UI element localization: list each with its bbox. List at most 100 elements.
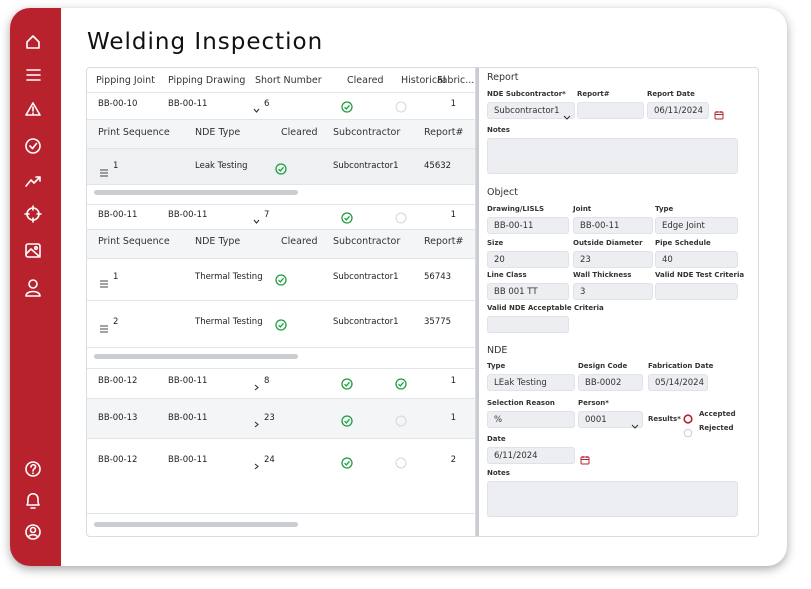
field-label: Size: [487, 239, 504, 247]
radio-button-graphic: [683, 428, 693, 438]
field-label: Fabrication Date: [648, 362, 714, 370]
sub-cleared-status: [275, 271, 287, 286]
input-field[interactable]: BB-0002: [578, 374, 643, 391]
expand-toggle-graphic: [254, 463, 259, 470]
short-number-cell: 8: [264, 376, 270, 386]
input-field[interactable]: LEak Testing: [487, 374, 575, 391]
user-icon[interactable]: [25, 279, 41, 297]
expand-toggle[interactable]: [253, 377, 261, 391]
field-label: Notes: [487, 126, 510, 134]
input-field[interactable]: 05/14/2024: [648, 374, 708, 391]
column-header: Pipping Drawing: [168, 75, 246, 86]
warning-icon[interactable]: [25, 102, 41, 116]
scrollbar[interactable]: [94, 522, 298, 527]
expand-toggle[interactable]: [253, 211, 261, 224]
select-arrow[interactable]: [563, 107, 571, 120]
input-field[interactable]: [655, 283, 738, 300]
bell-icon[interactable]: [26, 492, 40, 509]
input-field[interactable]: [487, 481, 738, 517]
column-header: Fabric...: [437, 75, 475, 86]
field-label: Report#: [577, 90, 610, 98]
cleared-status-graphic: [341, 378, 353, 390]
input-field[interactable]: BB-00-11: [573, 217, 653, 234]
sub-column-header: Cleared: [281, 236, 318, 247]
expand-toggle[interactable]: [253, 414, 261, 428]
joint-cell: BB-00-12: [98, 376, 138, 386]
field-label: Line Class: [487, 271, 527, 279]
input-field[interactable]: 06/11/2024: [647, 102, 709, 119]
field-label: Outside Diameter: [573, 239, 643, 247]
row-background: [87, 120, 475, 148]
menu-icon[interactable]: [26, 69, 41, 81]
report-cell: 35775: [424, 317, 452, 327]
input-value: 6/11/2024: [494, 451, 538, 461]
select-arrow-graphic: [631, 424, 639, 429]
trend-icon[interactable]: [25, 176, 41, 187]
radio-button[interactable]: [683, 423, 693, 438]
input-field[interactable]: 0001: [578, 411, 643, 428]
input-field[interactable]: BB-00-11: [487, 217, 569, 234]
input-field[interactable]: Subcontractor1: [487, 102, 575, 119]
row-divider: [87, 347, 475, 348]
field-label: Notes: [487, 469, 510, 477]
scrollbar[interactable]: [94, 354, 298, 359]
sub-column-header: Print Sequence: [98, 236, 170, 247]
calendar-icon[interactable]: [714, 105, 724, 120]
sub-cleared-status: [275, 160, 287, 175]
expand-toggle[interactable]: [253, 100, 261, 113]
input-field[interactable]: [487, 138, 738, 174]
drag-handle[interactable]: [100, 162, 108, 177]
nde-type-cell: Leak Testing: [195, 161, 248, 171]
input-field[interactable]: 6/11/2024: [487, 447, 575, 464]
input-field[interactable]: 40: [655, 251, 738, 268]
help-icon[interactable]: [25, 461, 41, 477]
historical-status-graphic: [395, 101, 407, 113]
scrollbar[interactable]: [94, 190, 298, 195]
section-title: Object: [487, 187, 518, 198]
row-background: [87, 230, 475, 258]
radio-button[interactable]: [683, 409, 693, 424]
input-field[interactable]: 3: [573, 283, 653, 300]
field-label: Drawing/LISLS: [487, 205, 545, 213]
column-header: Cleared: [347, 75, 384, 86]
field-label: Date: [487, 435, 506, 443]
check-icon[interactable]: [25, 138, 41, 154]
input-field[interactable]: 23: [573, 251, 653, 268]
historical-status-graphic: [395, 212, 407, 224]
radio-label: Accepted: [699, 410, 736, 418]
target-icon[interactable]: [24, 205, 42, 223]
expand-toggle[interactable]: [253, 456, 261, 470]
row-divider: [87, 398, 475, 399]
fabrication-cell: 1: [450, 210, 456, 220]
row-divider: [87, 300, 475, 301]
field-label: Report Date: [647, 90, 695, 98]
column-header: Short Number: [255, 75, 322, 86]
field-label: Design Code: [578, 362, 628, 370]
calendar-icon-graphic: [714, 111, 724, 120]
input-value: 05/14/2024: [655, 378, 704, 388]
select-arrow[interactable]: [631, 416, 639, 429]
drag-handle[interactable]: [100, 273, 108, 288]
image-icon[interactable]: [25, 243, 41, 258]
input-field[interactable]: [487, 316, 569, 333]
field-label: Type: [487, 362, 506, 370]
calendar-icon[interactable]: [580, 450, 590, 465]
drag-handle[interactable]: [100, 318, 108, 333]
nde-type-cell: Thermal Testing: [195, 272, 263, 282]
joint-cell: BB-00-12: [98, 455, 138, 465]
sub-cleared-status-graphic: [275, 274, 287, 286]
input-field[interactable]: BB 001 TT: [487, 283, 569, 300]
row-divider: [87, 148, 475, 149]
input-field[interactable]: Edge Joint: [655, 217, 738, 234]
account-icon[interactable]: [25, 524, 41, 540]
drag-handle-graphic: [100, 280, 108, 288]
sidebar: [10, 8, 61, 566]
input-field[interactable]: [577, 102, 644, 119]
page-title: Welding Inspection: [87, 29, 324, 55]
input-field[interactable]: %: [487, 411, 575, 428]
input-field[interactable]: 20: [487, 251, 569, 268]
historical-status: [395, 209, 407, 224]
cleared-status: [341, 412, 353, 427]
input-value: 3: [580, 287, 586, 297]
home-icon[interactable]: [26, 35, 40, 49]
